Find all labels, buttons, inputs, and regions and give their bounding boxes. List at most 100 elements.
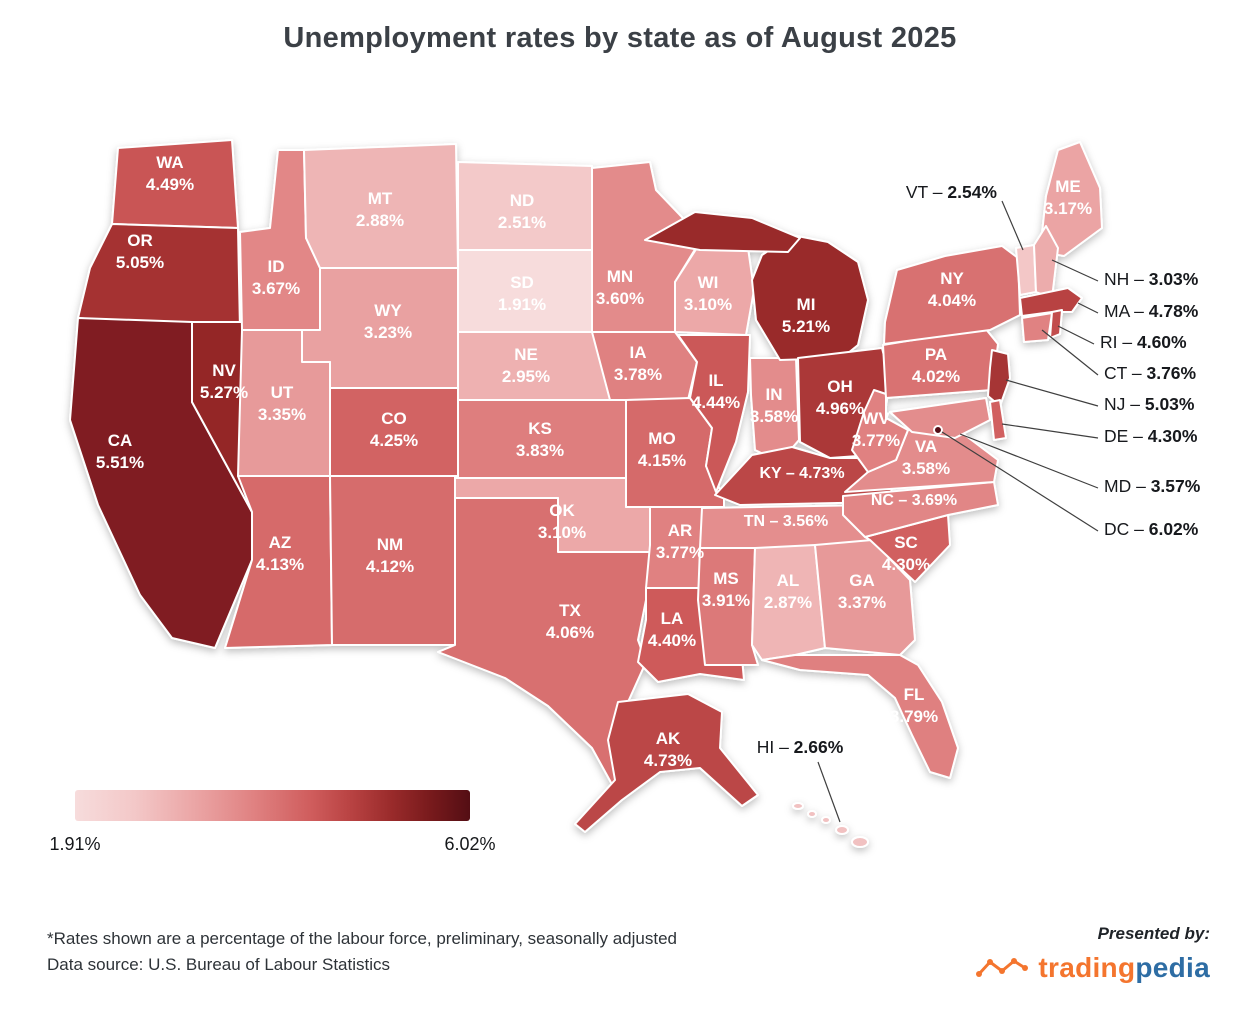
state-label-id: ID 3.67%	[252, 257, 300, 298]
callout-line-ri	[1057, 325, 1095, 345]
state-callout-ri: RI – 4.60%	[1100, 332, 1187, 352]
legend-gradient-bar	[75, 790, 470, 821]
state-label-tx: TX 4.06%	[546, 601, 594, 642]
logo-text-trading: trading	[1038, 952, 1136, 983]
state-label-ks: KS 3.83%	[516, 419, 564, 460]
state-label-nv: NV 5.27%	[200, 361, 248, 402]
state-label-mo: MO 4.15%	[638, 429, 686, 470]
state-label-pa: PA 4.02%	[912, 345, 960, 386]
state-shape-il	[677, 334, 751, 493]
callout-line-dc	[941, 431, 1099, 532]
state-shape-ri	[1049, 309, 1063, 339]
state-shape-wv	[851, 389, 909, 473]
states-layer	[69, 139, 1103, 848]
state-label-mi: MI 5.21%	[782, 295, 830, 336]
state-shape-or	[77, 223, 241, 331]
state-callout-nj: NJ – 5.03%	[1104, 394, 1195, 414]
branding: Presented by: tradingpedia	[975, 924, 1210, 984]
state-label-ut: UT 3.35%	[258, 383, 306, 424]
state-label-ga: GA 3.37%	[838, 571, 886, 612]
state-label-ia: IA 3.78%	[614, 343, 662, 384]
state-label-ms: MS 3.91%	[702, 569, 750, 610]
state-label-al: AL 2.87%	[764, 571, 812, 612]
callout-line-hi	[817, 761, 841, 823]
state-label-ok: OK 3.10%	[538, 501, 586, 542]
state-callout-md: MD – 3.57%	[1104, 476, 1201, 496]
state-shape-ks	[457, 399, 627, 479]
state-label-mn: MN 3.60%	[596, 267, 644, 308]
state-label-ca: CA 5.51%	[96, 431, 144, 472]
callout-line-vt	[1001, 200, 1024, 251]
state-label-in: IN 3.58%	[750, 385, 798, 426]
state-shape-nh	[1033, 225, 1059, 299]
state-shape-mi	[751, 234, 869, 361]
state-label-wv: WV 3.77%	[852, 409, 900, 450]
footnote-line2: Data source: U.S. Bureau of Labour Stati…	[47, 955, 391, 974]
state-label-la: LA 4.40%	[648, 609, 696, 650]
state-label-wa: WA 4.49%	[146, 153, 194, 194]
state-label-sc: SC 4.30%	[882, 533, 930, 574]
state-label-ar: AR 3.77%	[656, 521, 704, 562]
state-callout-hi: HI – 2.66%	[757, 737, 844, 757]
state-shape-me	[1039, 141, 1103, 257]
state-callout-ct: CT – 3.76%	[1104, 363, 1197, 383]
tradingpedia-logo: tradingpedia	[975, 952, 1210, 984]
state-label-nc: NC – 3.69%	[871, 492, 957, 509]
state-label-fl: FL 3.79%	[890, 685, 938, 726]
state-callout-de: DE – 4.30%	[1104, 426, 1198, 446]
state-label-az: AZ 4.13%	[256, 533, 304, 574]
footnote-line1: *Rates shown are a percentage of the lab…	[47, 929, 677, 948]
state-callout-nh: NH – 3.03%	[1104, 269, 1199, 289]
state-label-co: CO 4.25%	[370, 409, 418, 450]
state-label-oh: OH 4.96%	[816, 377, 864, 418]
callout-line-ct	[1041, 329, 1099, 376]
state-label-ny: NY 4.04%	[928, 269, 976, 310]
state-shape-hi-island	[807, 810, 817, 818]
state-shape-fl	[761, 654, 959, 779]
state-label-wy: WY 3.23%	[364, 301, 412, 342]
presented-by-label: Presented by:	[1097, 924, 1210, 943]
callout-line-ma	[1077, 302, 1099, 314]
state-label-sd: SD 1.91%	[498, 273, 546, 314]
state-callout-vt: VT – 2.54%	[906, 182, 998, 202]
callout-line-nh	[1051, 259, 1099, 282]
state-label-wi: WI 3.10%	[684, 273, 732, 314]
state-label-or: OR 5.05%	[116, 231, 164, 272]
state-shape-hi-island	[821, 816, 831, 824]
state-shape-md	[889, 397, 991, 439]
logo-text: tradingpedia	[1038, 952, 1210, 984]
state-shape-ak	[574, 693, 759, 833]
state-label-ky: KY – 4.73%	[759, 465, 844, 482]
state-label-il: IL 4.44%	[692, 371, 740, 412]
logo-chart-icon	[976, 958, 1029, 977]
callout-line-de	[1001, 423, 1099, 439]
state-shape-hi-island	[792, 802, 804, 810]
footnote: *Rates shown are a percentage of the lab…	[47, 926, 677, 978]
state-label-nm: NM 4.12%	[366, 535, 414, 576]
state-label-mt: MT 2.88%	[356, 189, 404, 230]
legend-min-label: 1.91%	[49, 834, 101, 854]
state-shape-ct	[1021, 312, 1053, 343]
state-callout-dc: DC – 6.02%	[1104, 519, 1199, 539]
state-label-nd: ND 2.51%	[498, 191, 546, 232]
state-shape-vt	[1015, 244, 1037, 296]
state-label-ak: AK 4.73%	[644, 729, 692, 770]
state-label-me: ME 3.17%	[1044, 177, 1092, 218]
state-label-ne: NE 2.95%	[502, 345, 550, 386]
state-shape-mi	[644, 211, 801, 253]
state-label-va: VA 3.58%	[902, 437, 950, 478]
labels-layer: WA 4.49% OR 5.05% CA 5.51% NV 5.27% ID 3.67% MT 2.8…	[96, 153, 1201, 770]
callout-line-nj	[1005, 379, 1099, 407]
page-title: Unemployment rates by state as of August…	[283, 22, 957, 54]
state-shape-hi-island	[835, 825, 849, 835]
legend-max-label: 6.02%	[444, 834, 496, 854]
logo-text-pedia: pedia	[1135, 952, 1210, 983]
state-shape-dc	[933, 425, 943, 435]
state-callout-ma: MA – 4.78%	[1104, 301, 1199, 321]
state-shape-ma	[1019, 287, 1083, 317]
callout-line-md	[959, 433, 1099, 489]
state-shape-de	[989, 399, 1007, 441]
callout-lines-layer	[817, 200, 1099, 823]
